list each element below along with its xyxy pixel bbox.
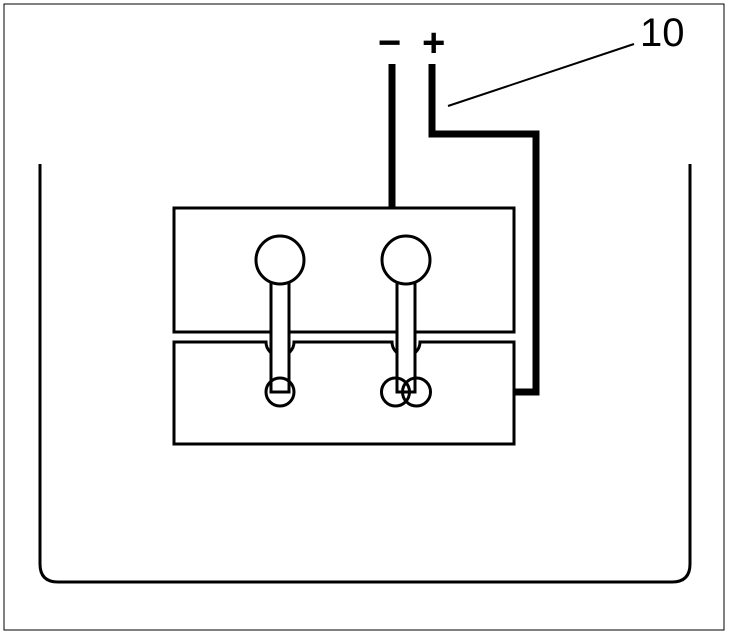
label-negative: −: [378, 21, 401, 65]
leader-line-10: [448, 44, 634, 106]
bottom-block: [174, 342, 514, 444]
left-post-head: [256, 236, 304, 284]
diagram-svg: −+10: [0, 0, 729, 635]
right-post-bar: [397, 282, 415, 392]
top-block: [174, 208, 514, 332]
label-positive: +: [422, 21, 445, 65]
right-post-head: [382, 236, 430, 284]
diagram-canvas: −+10: [0, 0, 729, 635]
left-post-bar: [271, 282, 289, 392]
label-ref-10: 10: [640, 11, 685, 55]
